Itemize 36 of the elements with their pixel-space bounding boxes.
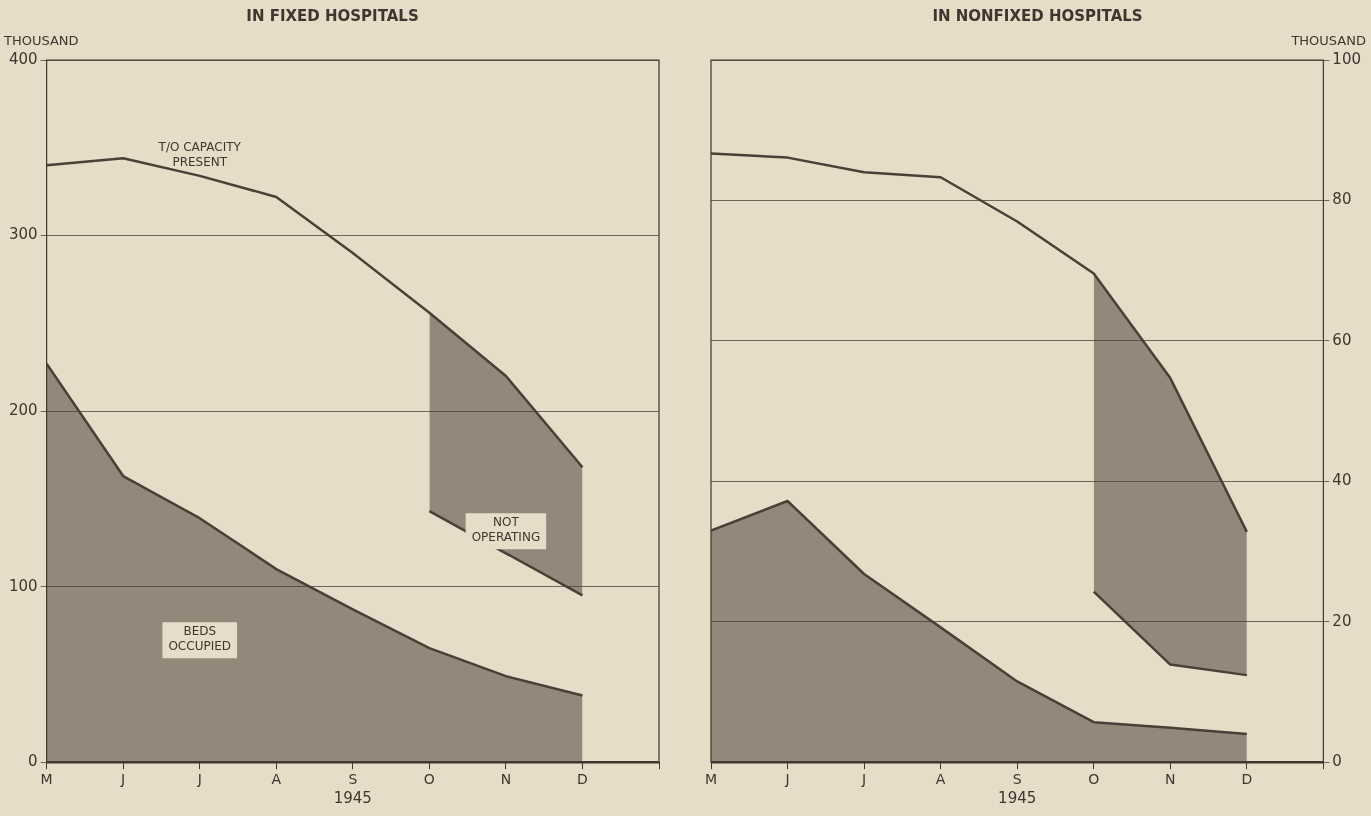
series-label: T/O CAPACITY PRESENT — [157, 139, 242, 169]
y2-tick-label: 100 — [1332, 49, 1362, 68]
series-label: NOT OPERATING — [471, 515, 541, 545]
x-tick-label: S — [1012, 771, 1022, 788]
chart-title: IN NONFIXED HOSPITALS — [932, 6, 1143, 25]
x-tick-label: S — [348, 771, 358, 788]
x-tick-label: O — [1088, 771, 1100, 788]
y2-tick-label: 80 — [1332, 190, 1352, 209]
x-tick-label: A — [271, 771, 282, 788]
y2-tick-label: 60 — [1332, 330, 1352, 349]
x-tick-label: A — [935, 771, 946, 788]
y2-tick-label: 0 — [1332, 752, 1342, 771]
y-tick-label: 0 — [28, 752, 38, 771]
y2-axis-title: THOUSAND — [1290, 32, 1366, 48]
x-tick-label: O — [423, 771, 435, 788]
series-label: BEDS OCCUPIED — [168, 624, 232, 654]
x-tick-label: J — [196, 771, 202, 788]
x-axis-title: 1945 — [333, 788, 372, 807]
chart-title: IN FIXED HOSPITALS — [246, 6, 419, 25]
y2-tick-label: 20 — [1332, 611, 1352, 630]
x-axis-title: 1945 — [998, 788, 1037, 807]
x-tick-label: M — [704, 771, 718, 788]
x-tick-label: N — [1165, 771, 1176, 788]
y-axis-title: THOUSAND — [3, 32, 79, 48]
x-tick-label: D — [577, 771, 588, 788]
y-tick-label: 400 — [8, 49, 38, 68]
x-tick-label: M — [40, 771, 53, 788]
y2-tick-label: 40 — [1332, 471, 1352, 490]
x-tick-label: J — [120, 771, 126, 788]
x-tick-label: N — [500, 771, 512, 788]
y-tick-label: 300 — [8, 225, 38, 244]
y-tick-label: 200 — [8, 400, 38, 419]
y-tick-label: 100 — [8, 576, 38, 595]
x-tick-label: J — [861, 771, 867, 788]
x-tick-label: J — [784, 771, 790, 788]
x-tick-label: D — [1241, 771, 1253, 788]
